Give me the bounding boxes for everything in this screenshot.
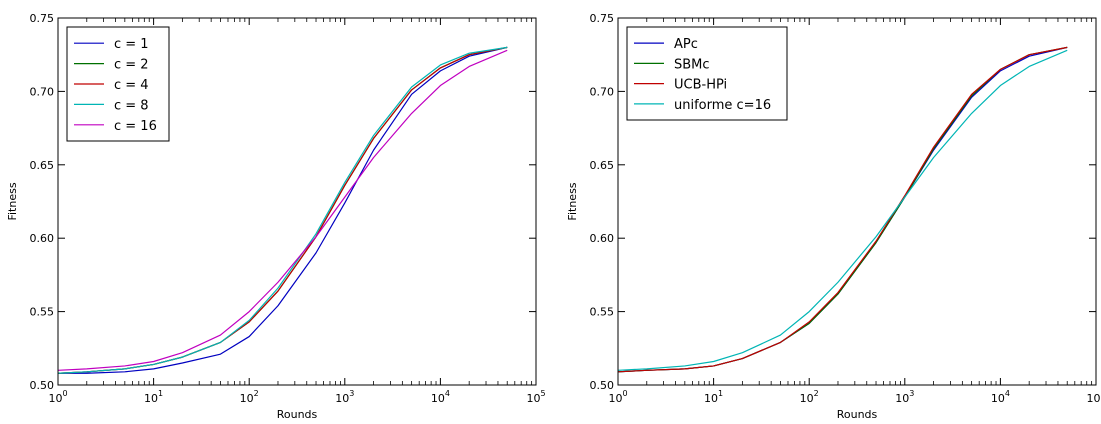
plot-frame: [57, 17, 537, 386]
x-axis-label: Rounds: [277, 408, 318, 421]
legend-label: c = 1: [114, 37, 149, 52]
x-tick-label: 101: [144, 389, 163, 405]
chart-panel-2: 100 101 102 103 104 105 0.50 0.55 0.60 0.65 0.70 0.…: [566, 12, 1101, 421]
x-axis-label: Rounds: [837, 408, 878, 421]
y-tick-label: 0.60: [590, 232, 615, 245]
x-tick-label: 100: [608, 389, 627, 405]
x-tick-label: 103: [895, 389, 914, 405]
y-axis-label: Fitness: [566, 182, 579, 220]
legend-label: uniforme c=16: [674, 98, 771, 113]
x-tick-label: 105: [1086, 389, 1101, 405]
x-tick-label: 104: [991, 389, 1010, 405]
series-line-3: [617, 46, 1068, 373]
y-tick-label: 0.50: [30, 379, 55, 392]
y-tick-label: 0.75: [590, 12, 615, 25]
series-line-1: [58, 46, 508, 374]
legend-label: APc: [674, 37, 698, 52]
legend: c = 1 c = 2 c = 4 c = 8 c = 16: [66, 26, 170, 142]
x-tick-label: 101: [704, 389, 723, 405]
legend-label: c = 4: [114, 78, 149, 93]
series-line-5: [57, 49, 508, 371]
legend: APc SBMc UCB-HPi uniforme c=16: [626, 26, 788, 121]
y-tick-label: 0.75: [30, 12, 55, 25]
series-line-4: [617, 49, 1068, 371]
x-tick-label: 100: [48, 389, 67, 405]
y-tick-label: 0.65: [30, 159, 55, 172]
y-tick-label: 0.60: [30, 232, 55, 245]
legend-label: SBMc: [674, 57, 710, 72]
x-tick-label: 103: [335, 389, 354, 405]
chart-panel-1: 100 101 102 103 104 105 0.50 0.55 0.60 0.65 0.70 0.…: [6, 12, 546, 421]
x-tick-label: 102: [240, 389, 259, 405]
legend-box: [626, 26, 788, 121]
y-tick-label: 0.50: [590, 379, 615, 392]
x-tick-label: 102: [800, 389, 819, 405]
y-tick-label: 0.55: [590, 306, 615, 319]
y-tick-label: 0.70: [30, 85, 55, 98]
plot-frame: [617, 17, 1097, 386]
series-line-4: [57, 46, 508, 374]
legend-label: c = 2: [114, 58, 149, 73]
y-tick-label: 0.55: [30, 306, 55, 319]
legend-label: c = 16: [114, 119, 157, 134]
x-tick-label: 104: [431, 389, 450, 405]
legend-label: c = 8: [114, 98, 149, 113]
y-tick-label: 0.70: [590, 85, 615, 98]
y-tick-label: 0.65: [590, 159, 615, 172]
legend-label: UCB-HPi: [674, 78, 727, 93]
y-axis-label: Fitness: [6, 182, 19, 220]
x-tick-label: 105: [526, 389, 545, 405]
